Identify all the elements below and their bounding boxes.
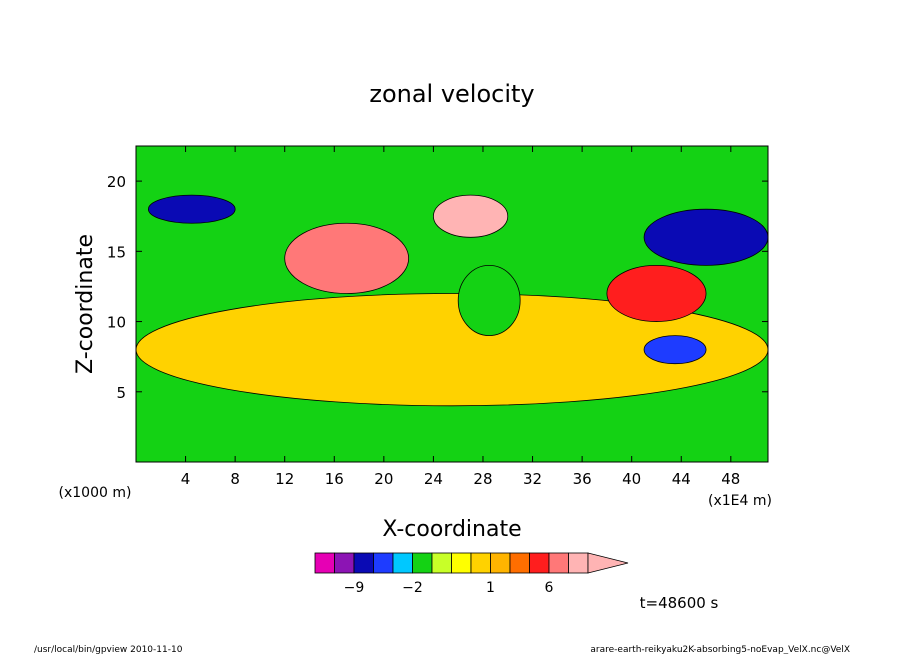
y-tick-label: 15 [107, 243, 126, 261]
contour-region-jet [147, 194, 236, 224]
x-axis: 4 8 12 16 20 24 28 32 36 40 44 48 [181, 146, 740, 488]
contour-region-cell [643, 335, 707, 365]
footer-right: arare-earth-reikyaku2K-absorbing5-noEvap… [590, 645, 850, 654]
y-tick-label: 20 [107, 173, 126, 191]
y-unit-label: (x1E4 m) [708, 493, 772, 509]
colorbar-label: −2 [402, 580, 423, 596]
colorbar-labels: −9 −2 1 6 [344, 580, 554, 596]
contour-region-jet [433, 194, 509, 238]
colorbar-swatch [509, 552, 530, 574]
colorbar-swatch [451, 552, 472, 574]
x-axis-label: X-coordinate [382, 517, 521, 542]
x-tick-label: 20 [374, 470, 393, 488]
y-axis-label: Z-coordinate [73, 234, 98, 374]
x-tick-label: 16 [325, 470, 344, 488]
contour-region-band [136, 293, 768, 407]
x-tick-label: 28 [473, 470, 492, 488]
colorbar-swatch [490, 552, 511, 574]
colorbar-swatch [412, 552, 433, 574]
colorbar-label: −9 [344, 580, 365, 596]
x-tick-label: 48 [721, 470, 740, 488]
colorbar [314, 552, 629, 574]
footer-left: /usr/local/bin/gpview 2010-11-10 [34, 645, 183, 654]
colorbar-extension-arrow [587, 552, 629, 574]
colorbar-swatch [568, 552, 589, 574]
colorbar-swatch [334, 552, 355, 574]
colorbar-swatch [470, 552, 491, 574]
x-tick-label: 44 [672, 470, 691, 488]
time-label: t=48600 s [640, 594, 719, 612]
colorbar-swatch [353, 552, 374, 574]
plot-frame [135, 145, 769, 463]
x-tick-label: 40 [622, 470, 641, 488]
contour-region-jet [643, 208, 768, 266]
chart-title: zonal velocity [369, 80, 534, 108]
x-unit-label: (x1000 m) [59, 485, 132, 501]
x-tick-label: 36 [573, 470, 592, 488]
x-tick-label: 8 [230, 470, 240, 488]
x-tick-label: 32 [523, 470, 542, 488]
colorbar-swatch [314, 552, 335, 574]
colorbar-label: 6 [545, 580, 554, 596]
colorbar-swatch [548, 552, 569, 574]
colorbar-label: 1 [486, 580, 495, 596]
x-tick-label: 24 [424, 470, 443, 488]
colorbar-swatch [529, 552, 550, 574]
y-tick-label: 5 [116, 384, 126, 402]
colorbar-swatch [431, 552, 452, 574]
colorbar-swatch [373, 552, 394, 574]
plot-area [136, 146, 768, 462]
colorbar-swatch [392, 552, 413, 574]
contour-region-cell [457, 264, 521, 336]
contour-fills [136, 194, 768, 407]
x-tick-label: 12 [275, 470, 294, 488]
x-tick-label: 4 [181, 470, 191, 488]
contour-region-cell [284, 222, 410, 294]
y-axis: 5 10 15 20 [107, 173, 768, 402]
y-tick-label: 10 [107, 314, 126, 332]
contour-region-cell [606, 264, 707, 322]
